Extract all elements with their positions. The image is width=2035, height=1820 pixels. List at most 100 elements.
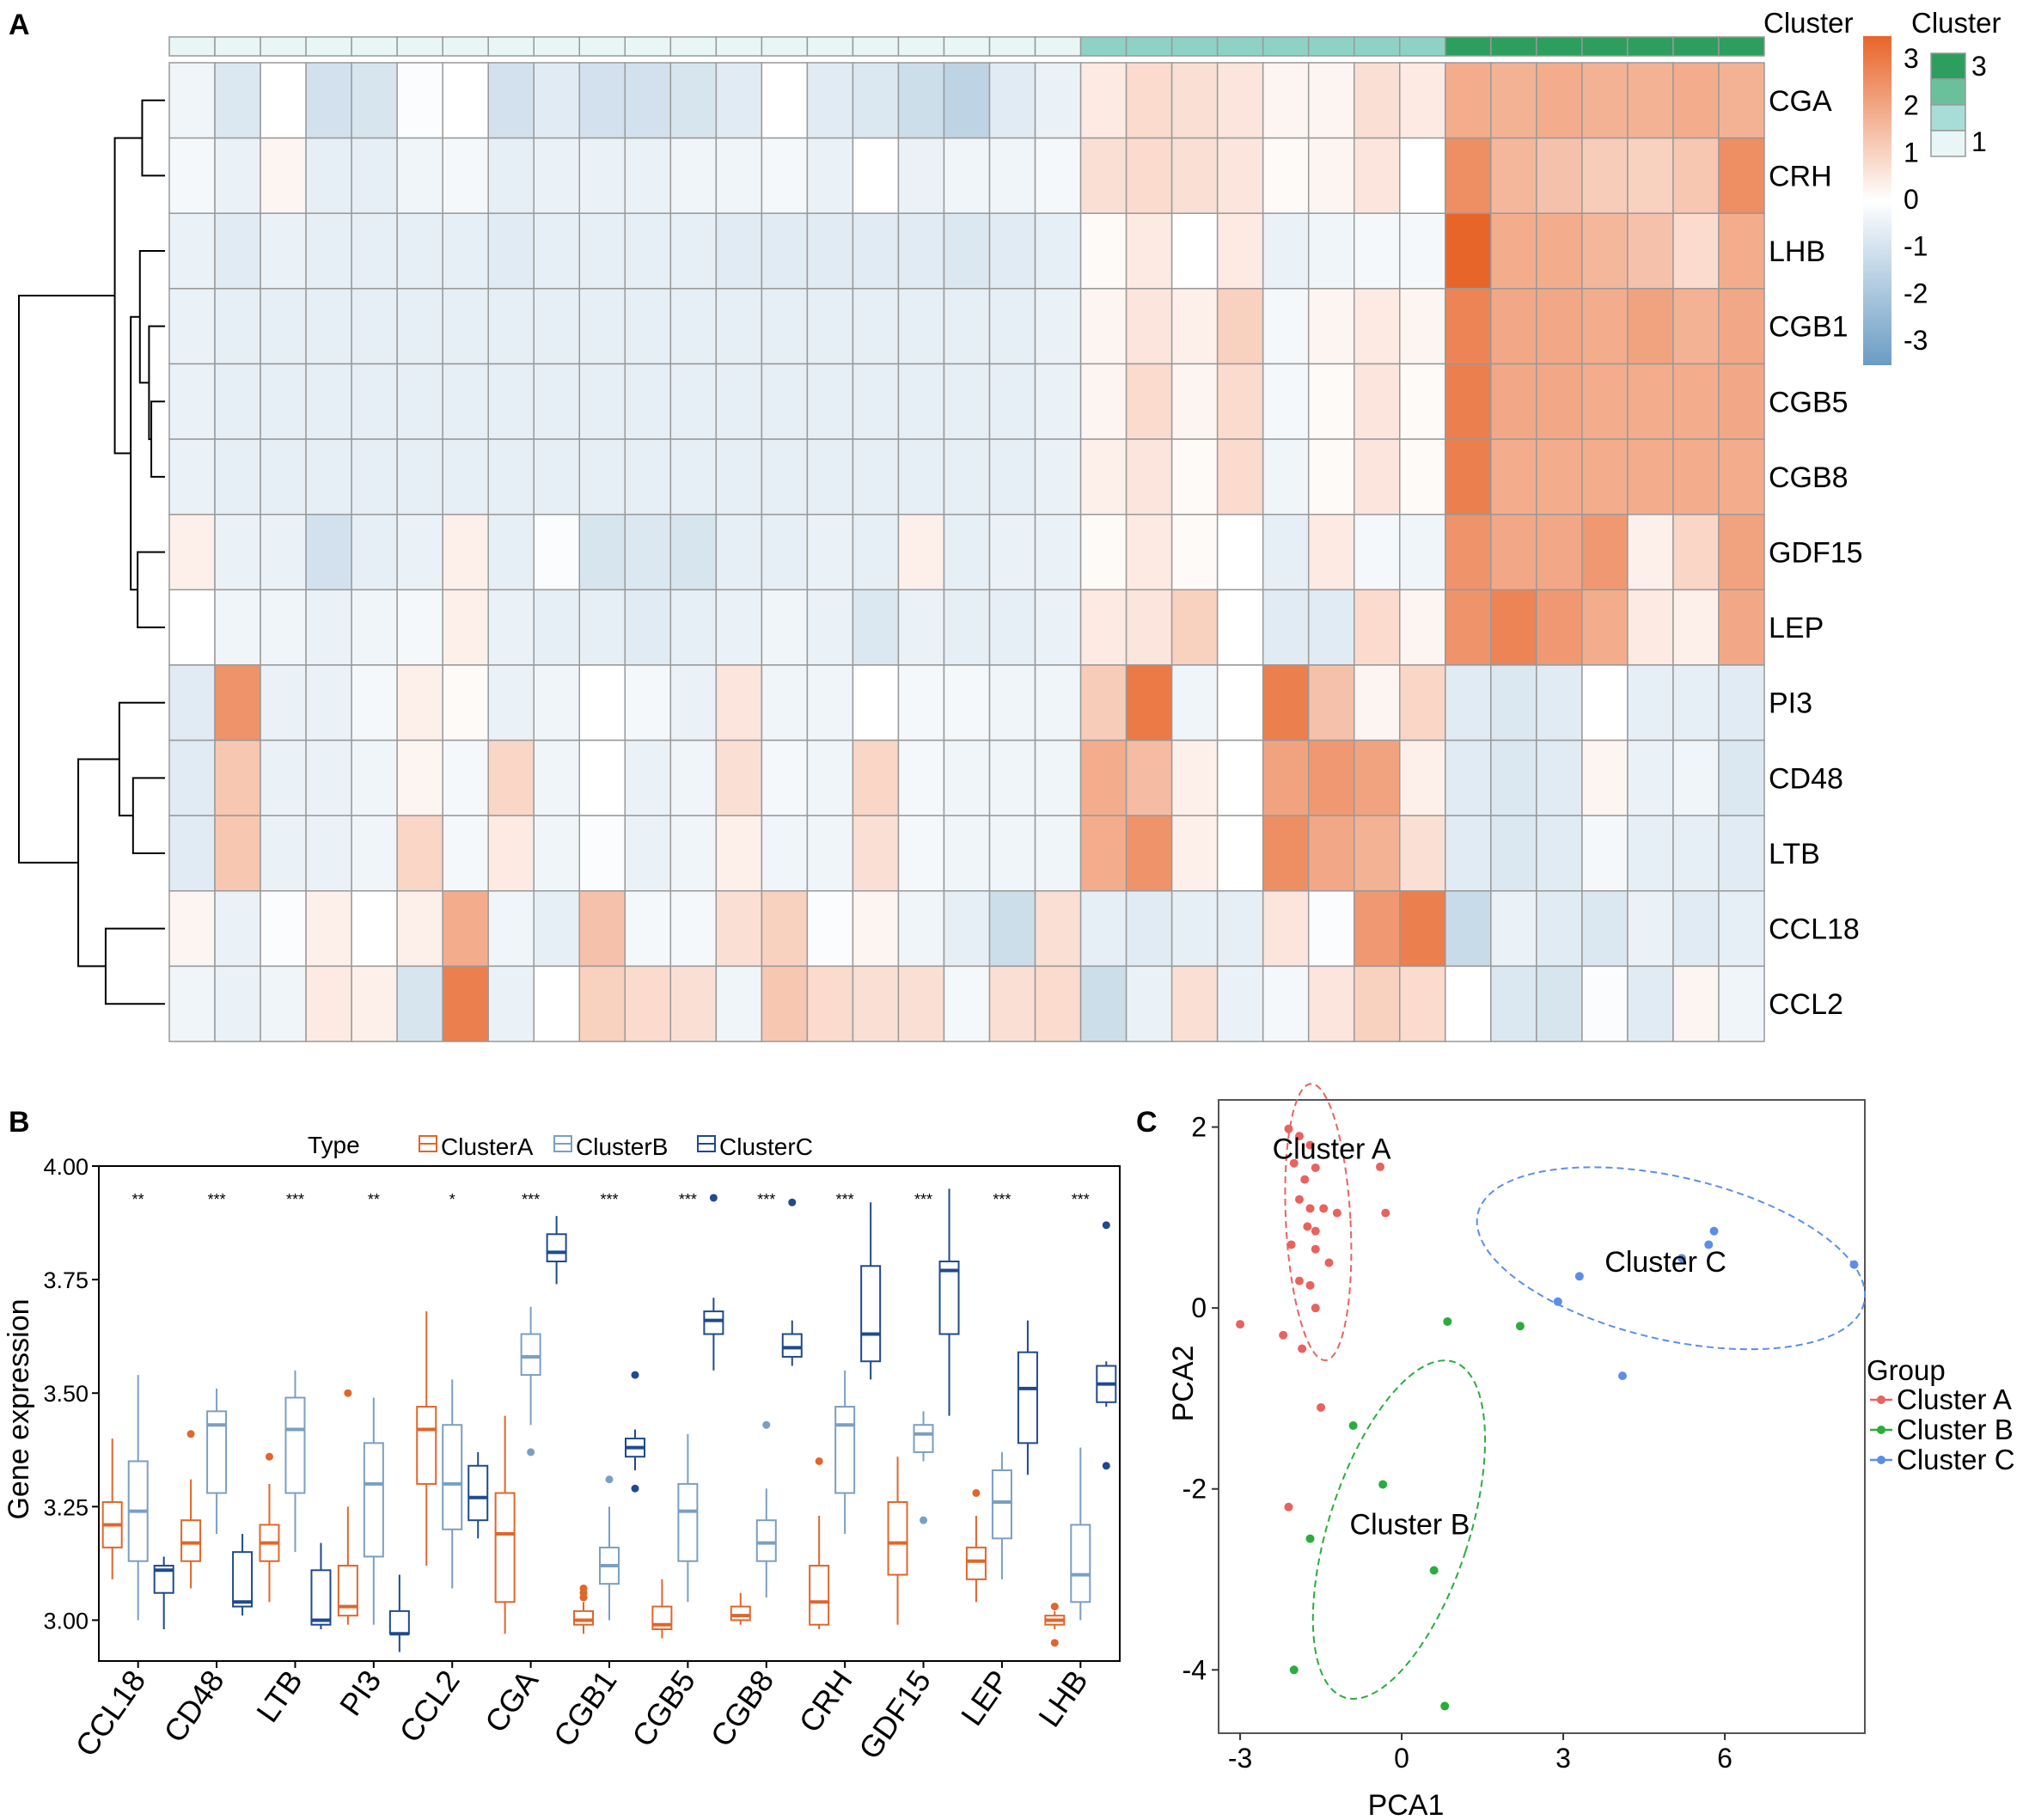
x-tick-label-lep: LEP: [954, 1664, 1017, 1731]
heatmap-cell: [442, 965, 489, 1042]
cluster-legend: Cluster 3 1: [1911, 7, 2001, 157]
heatmap-cell: [1079, 664, 1128, 742]
heatmap-cell: [396, 288, 443, 365]
significance-mark: ***: [993, 1191, 1011, 1208]
heatmap-cell: [624, 815, 672, 892]
heatmap-cell: [715, 965, 763, 1042]
heatmap-cell: [943, 438, 991, 516]
heatmap-cell: [305, 62, 352, 139]
heatmap-cell: [260, 438, 307, 516]
heatmap-cell: [214, 890, 261, 968]
heatmap-cell: [624, 137, 672, 214]
scatter-point: [1376, 1162, 1384, 1171]
heatmap-cell: [260, 589, 307, 666]
dendrogram-branch: [118, 701, 165, 817]
heatmap-cell: [1034, 739, 1082, 816]
box-clusterc-ccl18: [153, 1556, 174, 1630]
heatmap-cell: [1627, 212, 1674, 290]
heatmap-cell: [1353, 212, 1401, 290]
heatmap-cell: [1399, 438, 1446, 516]
heatmap-cell: [533, 62, 581, 139]
heatmap-cell: [1125, 890, 1173, 968]
heatmap-cell: [533, 513, 581, 591]
heatmap-cell: [1170, 739, 1219, 816]
significance-mark: ***: [600, 1191, 618, 1208]
heatmap-cell: [1216, 212, 1264, 290]
annotation-cell: [624, 36, 672, 57]
box-body: [913, 1424, 934, 1453]
heatmap-cell: [1307, 438, 1355, 516]
box-clusterc-ltb: [310, 1542, 332, 1630]
heatmap-cell: [260, 288, 307, 365]
dendrogram-branch: [138, 250, 165, 384]
annotation-cell: [214, 36, 261, 57]
heatmap-cell: [1262, 513, 1310, 591]
heatmap-cell: [1353, 739, 1401, 816]
heatmap-cell: [988, 363, 1036, 440]
heatmap-cell: [988, 965, 1036, 1042]
heatmap-cell: [1125, 589, 1173, 666]
heatmap-cell: [396, 965, 443, 1042]
heatmap-cell: [761, 137, 809, 214]
box-clustera-lhb: [1044, 1603, 1066, 1647]
dendrogram-branch: [141, 99, 165, 177]
heatmap-cell: [1262, 288, 1310, 365]
outlier-point: [344, 1389, 352, 1397]
heatmap-cell: [1307, 363, 1355, 440]
heatmap-cell: [1307, 288, 1355, 365]
box-clusterb-cd48: [206, 1388, 228, 1535]
box-clusterc-crh: [860, 1202, 882, 1380]
outlier-point: [605, 1475, 614, 1484]
heatmap-cell: [1399, 664, 1446, 742]
heatmap-cell: [943, 890, 991, 968]
heatmap-cell: [1125, 739, 1173, 816]
annotation-cell: [351, 36, 398, 57]
box-body: [834, 1406, 856, 1494]
heatmap-cell: [214, 212, 261, 290]
heatmap-cell: [806, 137, 854, 214]
heatmap-cell: [1034, 62, 1082, 139]
heatmap-cell: [1627, 288, 1674, 365]
legend-dot: [1877, 1426, 1885, 1434]
heatmap-cell: [852, 589, 900, 666]
scatter-point: [1284, 1502, 1293, 1512]
heatmap-cell: [1581, 739, 1629, 816]
heatmap-cell: [1490, 965, 1537, 1042]
gene-label-crh: CRH: [1769, 160, 1832, 192]
heatmap-cell: [487, 965, 535, 1042]
heatmap-cell: [168, 363, 216, 440]
y-tick-label: 4.00: [43, 1154, 89, 1180]
outlier-point: [631, 1371, 639, 1379]
heatmap-cell: [1718, 739, 1765, 816]
box-clusterc-cgb8: [781, 1198, 803, 1366]
heatmap-cell: [1262, 137, 1310, 214]
box-clustera-cgb5: [651, 1579, 673, 1639]
heatmap-cell: [1536, 212, 1583, 290]
heatmap-cell: [1034, 513, 1082, 591]
x-tick-label: 0: [1394, 1743, 1409, 1774]
scatter-point: [1440, 1701, 1450, 1711]
heatmap-cell: [214, 62, 261, 139]
heatmap-cell: [806, 288, 854, 365]
heatmap-cell: [761, 589, 809, 666]
box-body: [991, 1469, 1012, 1540]
dendrogram-branch: [130, 315, 140, 591]
heatmap-cell: [533, 363, 581, 440]
boxplot-boxes: [101, 1188, 1117, 1652]
heatmap-cell: [1445, 815, 1492, 892]
type-legend: Type ClusterA ClusterB ClusterC: [308, 1132, 813, 1160]
heatmap-cell: [168, 965, 216, 1042]
heatmap-cell: [1627, 589, 1674, 666]
panel-label-a: A: [9, 9, 30, 41]
heatmap-cell: [1262, 363, 1310, 440]
outlier-point: [762, 1420, 771, 1429]
heatmap-cell: [168, 589, 216, 666]
heatmap-cell: [988, 288, 1036, 365]
heatmap-cell: [578, 815, 626, 892]
heatmap-cell: [1170, 815, 1219, 892]
heatmap-cell: [1718, 137, 1765, 214]
heatmap-cell: [1627, 62, 1674, 139]
color-scale-tick: 1: [1904, 137, 1919, 168]
